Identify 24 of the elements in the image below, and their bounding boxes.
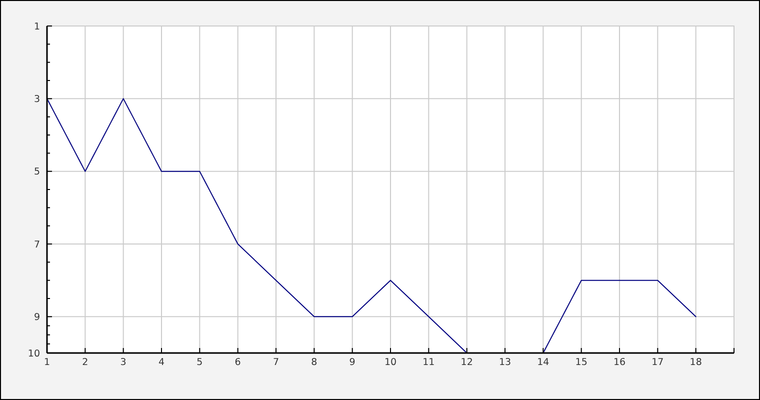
x-tick-label: 8 [311, 357, 318, 368]
y-tick-label: 1 [34, 21, 40, 32]
x-tick-label: 11 [422, 357, 435, 368]
x-tick-label: 13 [498, 357, 512, 368]
y-tick-label: 7 [34, 239, 40, 250]
x-tick-label: 18 [690, 357, 702, 368]
x-tick-label: 12 [460, 357, 473, 368]
x-tick-label: 17 [652, 357, 664, 368]
x-tick-label: 1 [44, 357, 50, 368]
x-tick-label: 16 [613, 357, 626, 368]
y-tick-label: 3 [34, 94, 40, 105]
y-tick-label: 9 [34, 312, 40, 323]
y-tick-label: 10 [28, 348, 40, 360]
x-tick-label: 7 [272, 357, 280, 368]
x-tick-label: 4 [158, 357, 165, 368]
x-tick-label: 2 [82, 357, 88, 368]
x-tick-label: 6 [234, 357, 241, 368]
x-tick-label: 15 [575, 357, 588, 368]
x-tick-label: 5 [196, 357, 203, 368]
x-tick-label: 3 [120, 357, 126, 368]
x-tick-label: 10 [384, 357, 397, 368]
x-tick-label: 9 [349, 357, 356, 368]
x-tick-label: 14 [537, 357, 550, 368]
y-tick-label: 5 [34, 166, 40, 178]
